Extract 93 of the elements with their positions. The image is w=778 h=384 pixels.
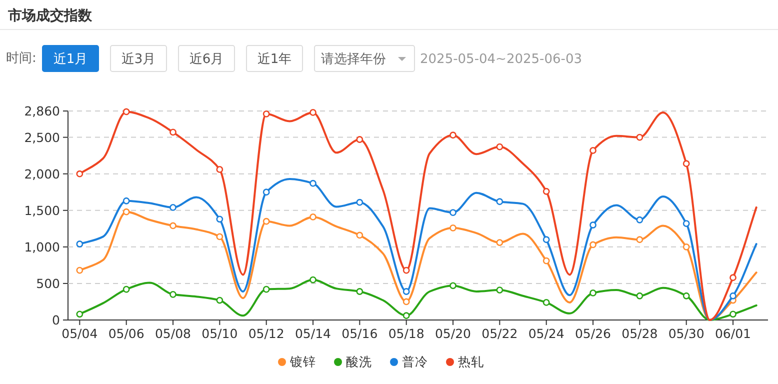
point <box>402 266 410 274</box>
legend-label: 镀锌 <box>289 354 316 369</box>
point <box>730 274 736 282</box>
point <box>170 290 176 298</box>
point <box>310 109 316 116</box>
point <box>450 282 456 290</box>
button: 近3月 <box>110 45 167 72</box>
x-tick-label: 05/18 <box>388 326 424 341</box>
point <box>262 218 270 225</box>
point <box>590 241 596 248</box>
point <box>76 240 84 248</box>
point <box>590 290 596 296</box>
point <box>356 232 364 239</box>
x-tick-label: 05/20 <box>434 326 472 341</box>
point <box>542 188 550 195</box>
point <box>450 132 456 139</box>
point <box>682 292 690 300</box>
text: 时间: <box>6 51 36 66</box>
point <box>356 136 364 143</box>
y-tick-label: 2,860 <box>24 104 60 118</box>
point <box>356 198 364 206</box>
button: 近1年 <box>246 45 303 72</box>
point <box>356 288 364 295</box>
y-tick-label: 0 <box>52 312 60 328</box>
point <box>682 160 690 168</box>
button: 近1月 <box>42 45 99 72</box>
select: 请选择年份 <box>314 45 415 72</box>
legend-label: 酸洗 <box>346 354 372 369</box>
x-tick-label: 05/10 <box>202 326 238 341</box>
button: 近6月 <box>178 45 235 72</box>
point <box>496 286 504 294</box>
point <box>76 310 84 318</box>
point <box>542 257 550 264</box>
y-tick-label: 500 <box>36 276 60 291</box>
point <box>682 243 690 250</box>
point <box>122 108 130 116</box>
point <box>170 222 176 230</box>
y-tick-label: 2,000 <box>24 166 60 182</box>
point <box>310 276 316 284</box>
legend-label: 普冷 <box>402 354 428 369</box>
point <box>402 288 410 295</box>
point <box>730 310 736 318</box>
x-tick-label: 05/30 <box>668 326 704 341</box>
x-tick-label: 06/01 <box>714 326 752 341</box>
point <box>170 128 176 136</box>
point <box>542 236 550 244</box>
point <box>122 286 130 293</box>
y-tick-label: 2,500 <box>24 130 60 145</box>
point <box>542 299 550 306</box>
point <box>636 134 644 141</box>
point <box>636 216 644 224</box>
point <box>590 222 596 228</box>
point <box>496 143 504 150</box>
x-tick-label: 05/12 <box>248 326 284 341</box>
y-tick-label: 1,500 <box>24 202 60 218</box>
point <box>402 298 410 306</box>
chart-title: 市场成交指数 <box>7 7 93 24</box>
point <box>262 110 270 118</box>
point <box>590 147 596 154</box>
x-tick-label: 05/14 <box>294 326 332 341</box>
point <box>496 239 504 246</box>
point <box>262 188 270 196</box>
point <box>122 208 130 216</box>
x-tick-label: 05/24 <box>528 326 564 341</box>
point <box>682 220 690 227</box>
point <box>122 197 130 204</box>
point <box>262 286 270 293</box>
point <box>310 214 316 220</box>
point <box>450 209 456 216</box>
point <box>170 204 176 211</box>
x-tick-label: 05/16 <box>342 326 378 341</box>
x-tick-label: 05/06 <box>108 326 144 341</box>
point <box>216 233 224 240</box>
point <box>310 180 316 187</box>
legend-label: 热轧 <box>458 354 484 369</box>
point <box>402 312 410 320</box>
point <box>636 292 644 300</box>
point <box>76 266 84 274</box>
x-tick-label: 05/04 <box>62 326 98 341</box>
point <box>730 292 736 300</box>
point <box>636 236 644 244</box>
point <box>76 170 84 178</box>
x-tick-label: 05/08 <box>154 326 192 341</box>
point <box>216 216 224 223</box>
y-tick-label: 1,000 <box>24 239 60 254</box>
x-tick-label: 05/22 <box>482 326 518 341</box>
chart-subtitle: 2025-05-04~2025-06-03 <box>420 52 582 67</box>
x-tick-label: 05/26 <box>574 326 612 341</box>
point <box>216 296 224 304</box>
x-tick-label: 05/28 <box>622 326 658 341</box>
point <box>496 198 504 206</box>
point <box>450 224 456 232</box>
point <box>216 166 224 173</box>
